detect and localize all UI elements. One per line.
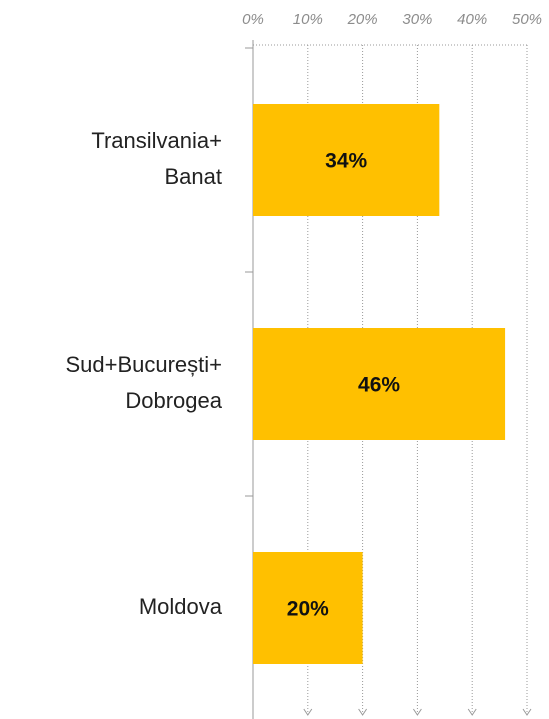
x-tick-label: 50% — [512, 11, 542, 28]
x-tick-label: 10% — [293, 11, 323, 28]
y-tick-label: Banat — [165, 164, 223, 189]
y-tick-label: Dobrogea — [125, 388, 222, 413]
data-label: 46% — [358, 374, 400, 397]
data-label: 34% — [325, 150, 367, 173]
grid-arrow — [467, 708, 477, 716]
grid-arrow — [303, 708, 313, 716]
grid-arrow — [412, 708, 422, 716]
bar — [253, 328, 506, 440]
x-tick-label: 0% — [242, 11, 264, 28]
data-label: 20% — [287, 598, 329, 621]
x-tick-label: 20% — [347, 11, 378, 28]
grid-arrow — [358, 708, 368, 716]
grid-arrow — [522, 708, 532, 716]
y-tick-label: Sud+București+ — [65, 352, 222, 377]
bar — [253, 104, 440, 216]
x-tick-label: 40% — [457, 11, 487, 28]
y-tick-label: Moldova — [139, 594, 223, 619]
y-tick-label: Transilvania+ — [91, 128, 222, 153]
bar — [253, 552, 363, 664]
x-tick-label: 30% — [402, 11, 432, 28]
